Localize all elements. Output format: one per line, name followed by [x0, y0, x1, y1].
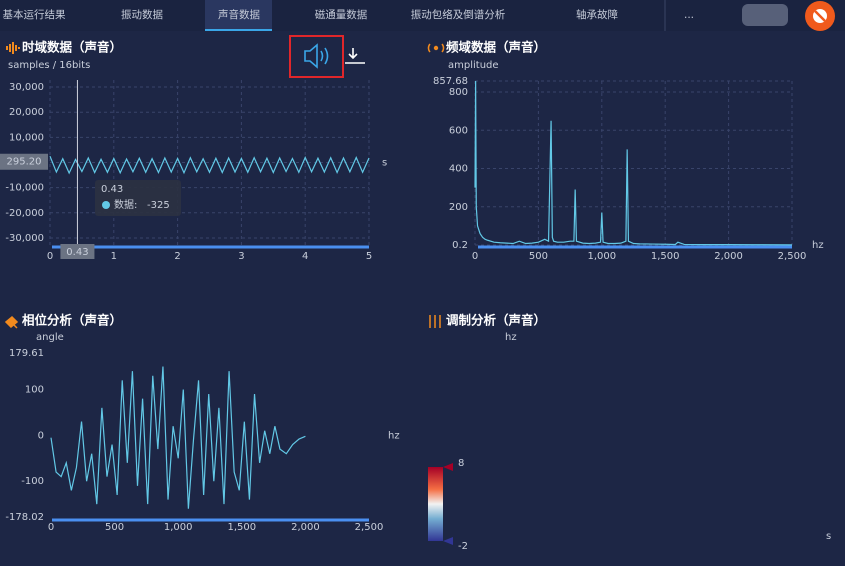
chart-title: 频域数据（声音）	[446, 40, 546, 55]
x-tick-label: 2	[174, 251, 180, 262]
x-axis-label: hz	[812, 240, 824, 251]
data-line	[50, 366, 306, 509]
x-axis-label: s	[826, 531, 831, 542]
y-tick-label: -20,000	[5, 208, 44, 219]
visual-map-bar[interactable]	[428, 467, 443, 541]
visual-map-max: 8	[458, 458, 464, 469]
x-tick-label: 1,500	[227, 522, 256, 533]
tooltip-title: 0.43	[101, 184, 123, 195]
y-axis-label: amplitude	[448, 60, 499, 71]
tooltip-marker	[102, 201, 110, 209]
tab[interactable]: 声音数据	[218, 8, 260, 21]
download-button[interactable]	[345, 48, 365, 64]
y-tick-label: -178.02	[5, 512, 44, 523]
y-tick-label: 0	[38, 430, 44, 441]
chart-title: 相位分析（声音）	[22, 313, 122, 328]
x-tick-label: 0	[47, 251, 53, 262]
x-tick-label: 0	[48, 522, 54, 533]
pointer-y-box	[0, 153, 48, 170]
tab[interactable]: 振动包络及倒谱分析	[411, 8, 506, 21]
y-tick-label: 857.68	[433, 76, 468, 87]
tab[interactable]: 轴承故障	[576, 8, 618, 21]
y-axis-label: angle	[36, 332, 64, 343]
x-tick-label: 1,000	[164, 522, 193, 533]
speaker-icon	[320, 47, 329, 65]
x-tick-label: 500	[529, 251, 548, 262]
tooltip-series-label: 数据:	[114, 198, 137, 211]
play-sound-button[interactable]	[289, 35, 344, 78]
chart-title: 时域数据（声音）	[22, 40, 122, 55]
y-tick-label: 179.61	[9, 348, 44, 359]
panel-icon	[6, 42, 20, 54]
x-tick-label: 2,500	[778, 251, 807, 262]
logout-icon	[814, 10, 826, 22]
x-tick-label: 2,000	[714, 251, 743, 262]
y-tick-label: 100	[25, 385, 44, 396]
x-tick-label: 1,000	[587, 251, 616, 262]
x-tick-label: 1,500	[651, 251, 680, 262]
chart-title: 调制分析（声音）	[446, 313, 546, 328]
y-tick-label: 30,000	[9, 82, 44, 93]
panel-icon	[433, 45, 439, 51]
y-axis-label: hz	[505, 332, 517, 343]
tooltip-value: -325	[147, 200, 170, 211]
tab[interactable]: 振动数据	[121, 8, 163, 21]
tooltip	[95, 180, 181, 216]
y-tick-label: -10,000	[5, 183, 44, 194]
y-tick-label: 0.2	[452, 240, 468, 251]
active-tab	[205, 0, 272, 31]
visual-map-min: -2	[458, 541, 468, 552]
y-axis-label: samples / 16bits	[8, 60, 90, 71]
panel-icon	[427, 43, 445, 53]
y-tick-label: 20,000	[9, 107, 44, 118]
tab[interactable]: ...	[684, 9, 694, 21]
x-tick-label: 2,500	[355, 522, 384, 533]
y-tick-label: 800	[449, 87, 468, 98]
tab[interactable]: 磁通量数据	[315, 8, 368, 21]
x-tick-label: 2,000	[291, 522, 320, 533]
pointer-x-box	[60, 244, 95, 259]
tab[interactable]: 基本运行结果	[3, 8, 66, 21]
x-tick-label: 1	[111, 251, 117, 262]
data-line	[474, 80, 793, 246]
y-tick-label: -30,000	[5, 233, 44, 244]
user-avatar[interactable]	[742, 4, 788, 26]
y-tick-label: 600	[449, 125, 468, 136]
x-tick-label: 500	[105, 522, 124, 533]
y-tick-label: 10,000	[9, 132, 44, 143]
x-axis-label: hz	[388, 430, 400, 441]
x-axis-label: s	[382, 157, 387, 168]
tab-bar	[0, 0, 845, 31]
x-tick-label: 0	[472, 251, 478, 262]
y-tick-label: 200	[449, 202, 468, 213]
x-tick-label: 3	[238, 251, 244, 262]
visual-map-handle[interactable]	[443, 463, 453, 471]
speaker-icon	[304, 43, 318, 69]
pointer-x-label: 0.43	[66, 247, 88, 258]
data-line	[49, 155, 370, 175]
x-tick-label: 4	[302, 251, 308, 262]
y-tick-label: -100	[21, 476, 44, 487]
y-tick-label: 400	[449, 164, 468, 175]
panel-icon	[4, 315, 19, 329]
x-tick-label: 5	[366, 251, 372, 262]
visual-map-handle[interactable]	[443, 537, 453, 545]
panel-icon	[429, 315, 441, 328]
pointer-y-label: 295.20	[7, 157, 42, 168]
